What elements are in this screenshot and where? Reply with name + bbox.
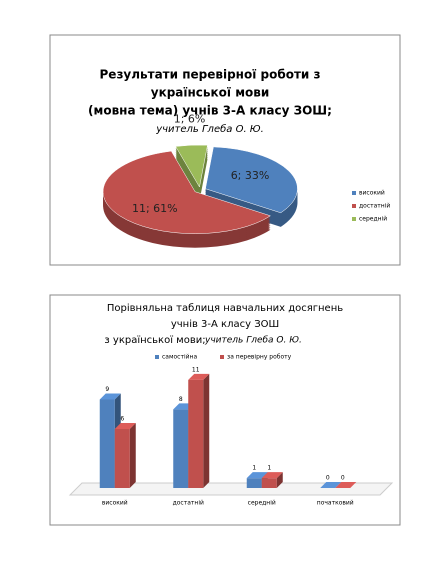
chart-title: (мовна тема) учнів 3-А класу ЗОШ; xyxy=(88,104,332,118)
legend-label: високий xyxy=(359,190,385,197)
bar-top xyxy=(335,482,357,488)
bar-top xyxy=(320,482,342,488)
data-label: 11 xyxy=(192,366,200,373)
bar-top xyxy=(114,423,136,429)
legend-swatch xyxy=(220,355,224,359)
legend-swatch xyxy=(352,204,356,208)
data-label: 8 xyxy=(179,396,183,403)
bar-side xyxy=(129,423,136,488)
x-tick-label: достатній xyxy=(173,500,204,507)
bar xyxy=(173,409,189,488)
legend-swatch xyxy=(155,355,159,359)
data-label: 6 xyxy=(120,416,124,423)
x-tick-label: високий xyxy=(102,500,128,507)
data-label: 0 xyxy=(326,475,330,482)
bar xyxy=(188,379,204,488)
legend-swatch xyxy=(352,217,356,221)
data-label: 1 xyxy=(252,465,256,472)
data-label: 1 xyxy=(267,465,271,472)
chart-subtitle: учитель Глеба О. Ю. xyxy=(204,336,302,346)
legend-label: за перевірну роботу xyxy=(227,354,292,361)
data-label: 1; 6% xyxy=(174,112,206,125)
chart-title: Порівняльна таблиця навчальних досягнень xyxy=(107,302,343,314)
bar xyxy=(246,478,262,488)
data-label: 0 xyxy=(341,475,345,482)
bar-top xyxy=(99,393,121,400)
pie-slice xyxy=(102,150,272,234)
bar xyxy=(99,399,115,488)
bar-top xyxy=(188,373,210,380)
legend-label: достатній xyxy=(359,203,390,210)
legend-label: середній xyxy=(359,216,387,223)
bar xyxy=(114,429,130,488)
chart-title: з української мови; xyxy=(104,335,205,346)
data-label: 9 xyxy=(105,386,109,393)
chart-floor xyxy=(68,482,394,496)
legend-swatch xyxy=(352,191,356,195)
bar-top xyxy=(246,472,268,479)
bar-side xyxy=(203,373,210,488)
bar xyxy=(261,478,277,488)
chart-title: Результати перевірної роботи з xyxy=(100,68,321,82)
legend-label: самостійна xyxy=(162,354,197,361)
pie-slice xyxy=(175,144,208,188)
x-tick-label: середній xyxy=(248,500,276,507)
bar-side xyxy=(276,472,283,488)
chart-title: учнів 3-А класу ЗОШ xyxy=(171,318,279,330)
chart-subtitle: учитель Глеба О. Ю. xyxy=(155,123,264,135)
bar-top xyxy=(261,472,283,479)
pie-slice xyxy=(205,146,298,214)
chart-title: української мови xyxy=(151,86,270,100)
data-label: 11; 61% xyxy=(132,202,178,215)
x-tick-label: початковий xyxy=(317,500,354,507)
data-label: 6; 33% xyxy=(231,169,270,182)
